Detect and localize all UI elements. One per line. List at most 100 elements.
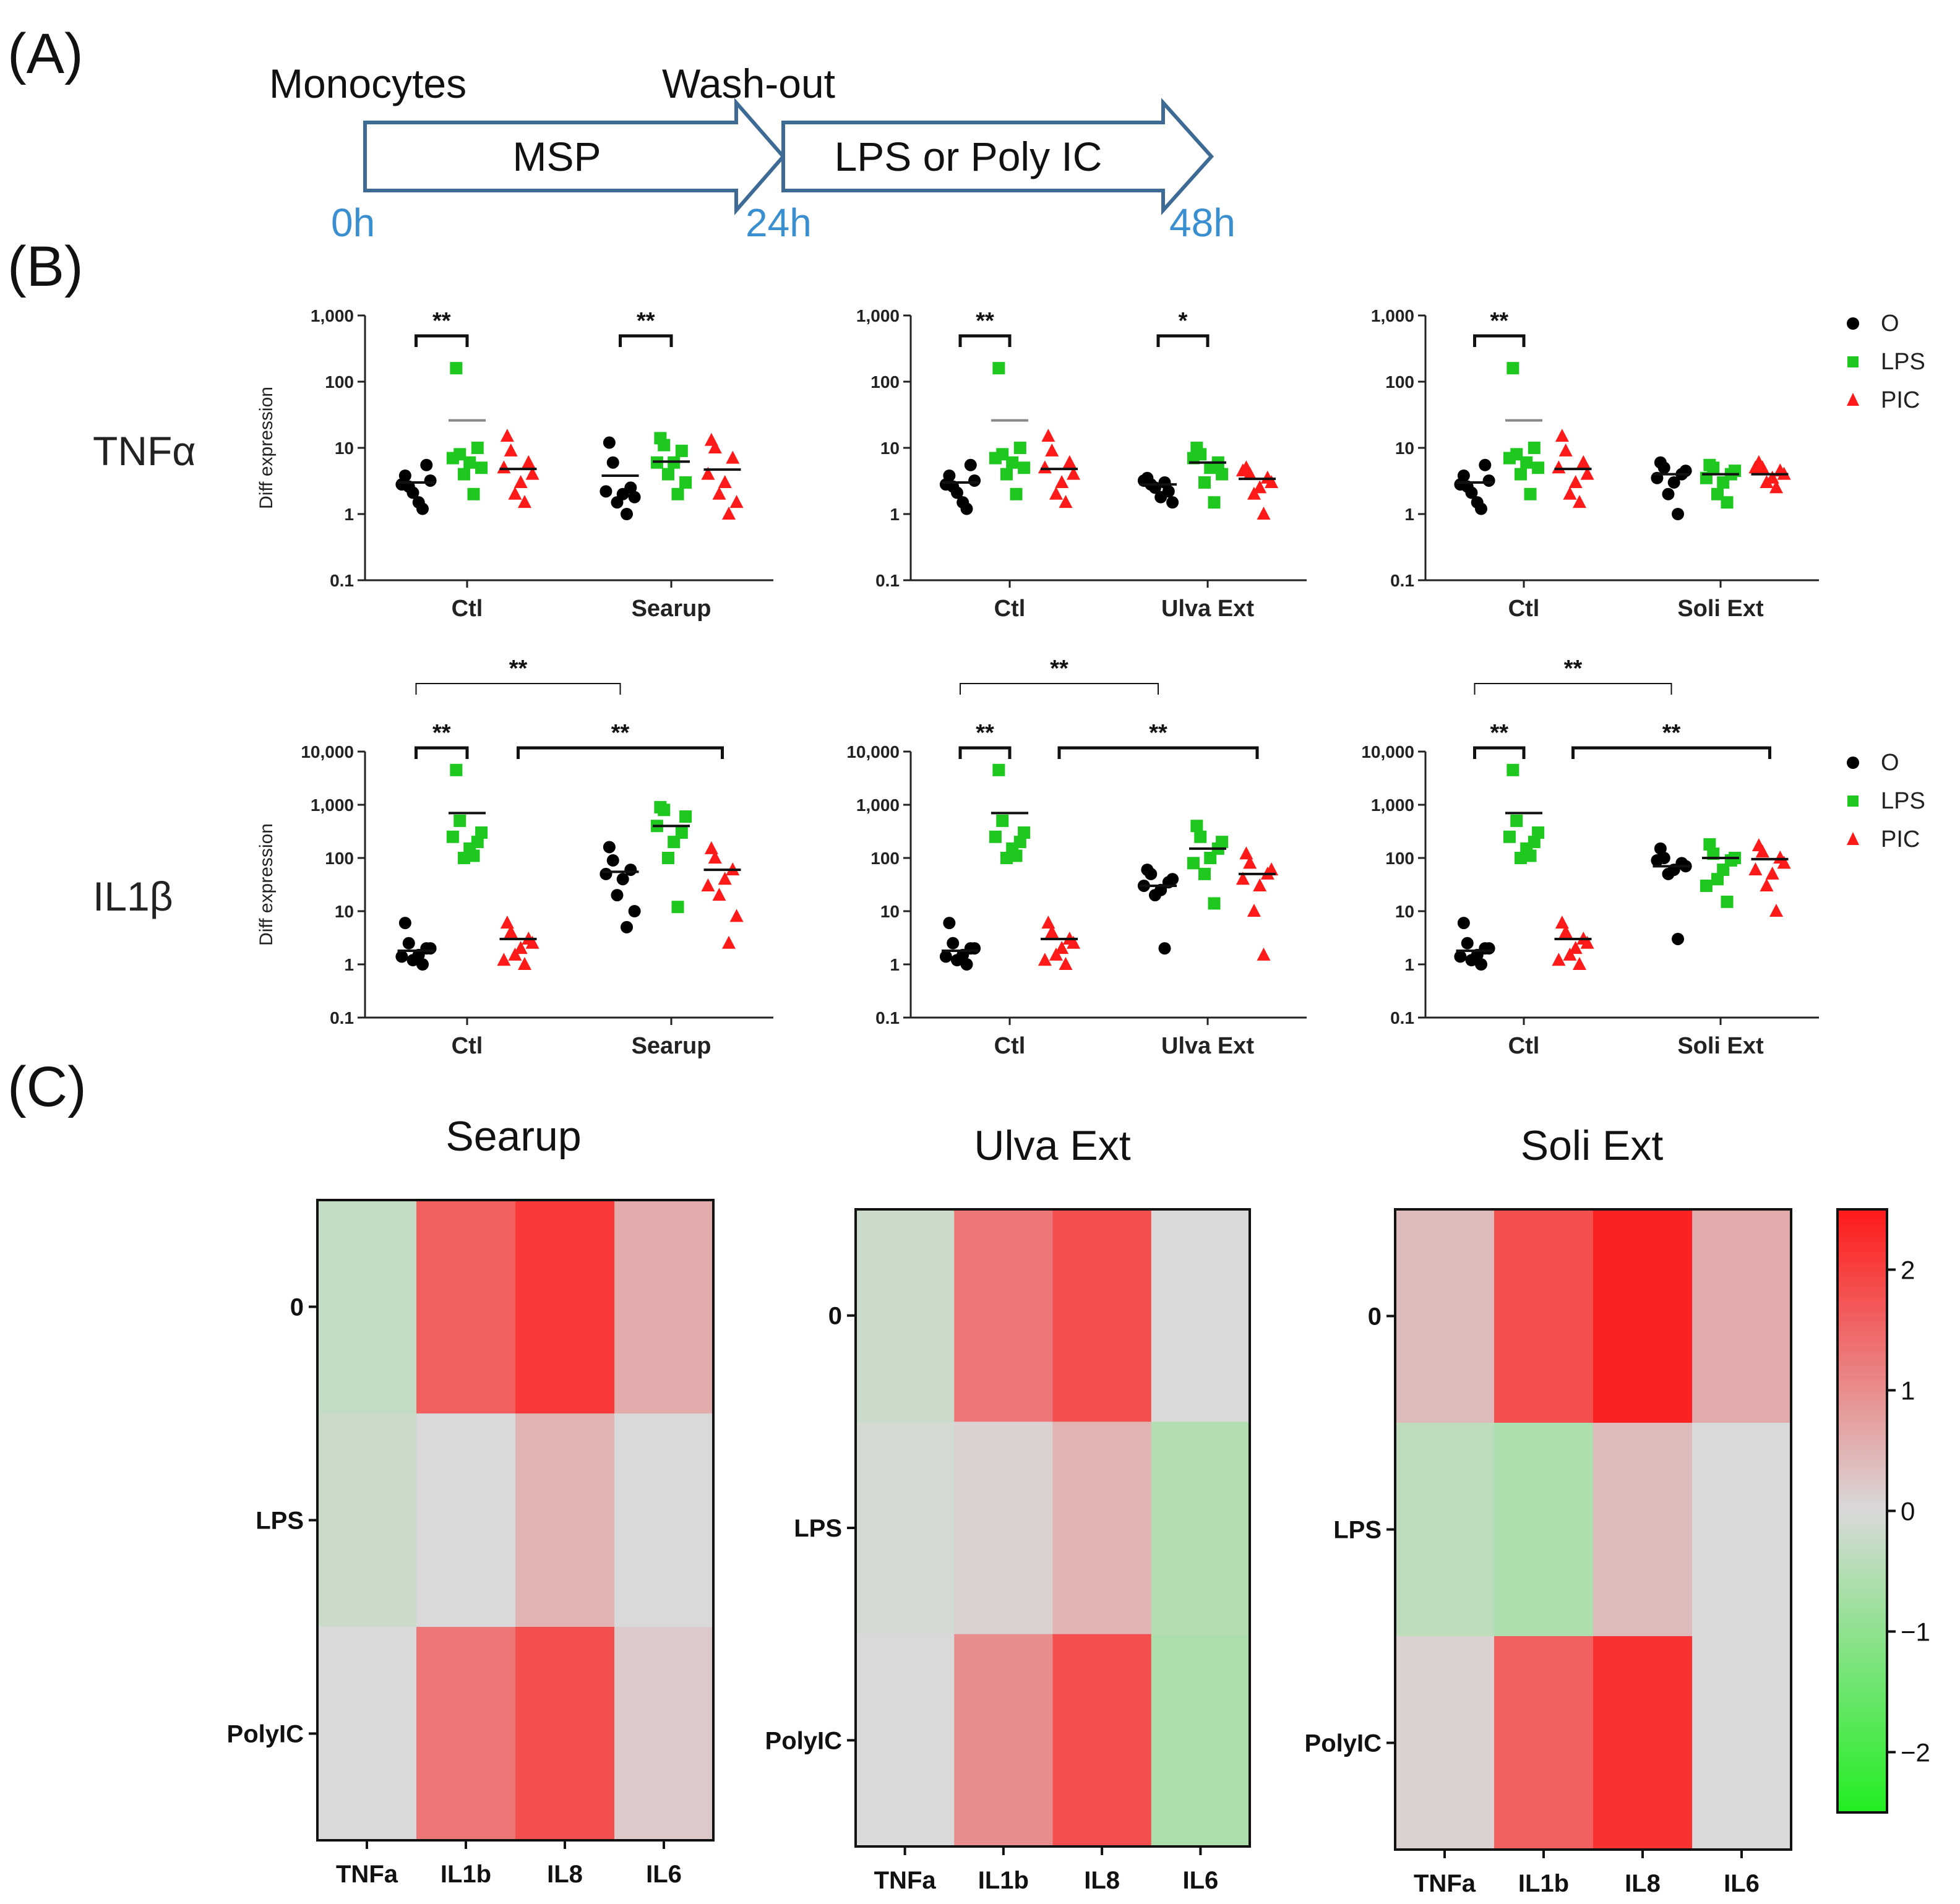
y-tick-label: 10,000 <box>301 742 354 761</box>
significance-label: ** <box>1564 656 1583 682</box>
point-o <box>402 937 415 950</box>
colorbar-tick-label: −2 <box>1901 1738 1930 1767</box>
row-label: PolyIC <box>765 1727 842 1754</box>
significance-label: ** <box>976 720 994 746</box>
point-pic <box>708 851 722 864</box>
heatmap-cell <box>1692 1423 1792 1637</box>
point-lps <box>1018 461 1031 474</box>
group-label: Ctl <box>1508 1033 1540 1059</box>
point-pic <box>1552 460 1566 474</box>
heatmap-cell <box>614 1200 714 1414</box>
point-lps <box>1216 836 1229 849</box>
y-tick-label: 10 <box>1395 439 1414 458</box>
heatmap-title: Soli Ext <box>1521 1122 1664 1169</box>
scatter-tnf-searup: 0.1 1 10 100 1,000 Ctl Searup Diff expression **… <box>256 306 773 622</box>
significance-bracket <box>1473 746 1526 759</box>
heatmap-cell <box>317 1200 417 1414</box>
point-pic <box>1265 862 1279 876</box>
group-label: Soli Ext <box>1677 596 1764 622</box>
point-pic <box>518 957 531 970</box>
point-o <box>1651 854 1664 867</box>
point-lps <box>661 468 674 481</box>
point-o <box>1148 889 1161 902</box>
point-pic <box>500 916 514 929</box>
significance-label: ** <box>432 720 451 746</box>
legend-label: O <box>1881 311 1899 337</box>
point-pic <box>1253 480 1267 494</box>
y-tick-label: 1 <box>344 955 354 974</box>
point-o <box>1662 867 1675 880</box>
y-axis-label: Diff expression <box>256 823 277 946</box>
y-tick-label: 100 <box>1385 849 1414 868</box>
point-pic <box>525 466 539 480</box>
colorbar-tick-label: 2 <box>1901 1256 1915 1285</box>
point-o <box>424 942 437 955</box>
point-lps <box>475 826 488 839</box>
point-pic <box>1563 947 1577 961</box>
legend-marker-lps <box>1847 795 1859 807</box>
point-lps <box>471 442 484 454</box>
y-tick-label: 0.1 <box>330 1008 354 1027</box>
heatmap-cell <box>856 1422 955 1635</box>
group-label: Ulva Ext <box>1161 596 1254 622</box>
row-label: 0 <box>828 1303 842 1330</box>
point-o <box>1465 954 1478 967</box>
point-pic <box>1748 460 1763 474</box>
significance-label: ** <box>1050 656 1068 682</box>
column-label: IL1b <box>441 1861 491 1888</box>
point-o <box>628 491 641 504</box>
point-lps <box>661 852 674 864</box>
point-o <box>950 954 963 967</box>
heatmap-ulva: Ulva Ext 0 LPS PolyIC TNFa IL1b IL8 IL6 <box>765 1122 1251 1894</box>
heatmap-cell <box>317 1413 417 1627</box>
point-pic <box>712 888 726 901</box>
point-lps <box>658 804 671 817</box>
point-lps <box>675 444 688 457</box>
column-label: TNFa <box>1414 1870 1476 1897</box>
point-lps <box>1707 461 1720 474</box>
point-o <box>416 502 429 515</box>
point-o <box>943 917 956 930</box>
heatmap-cell <box>1395 1209 1495 1423</box>
significance-bracket <box>1057 746 1259 759</box>
heatmap-title: Ulva Ext <box>974 1122 1130 1169</box>
row-label: PolyIC <box>227 1721 304 1748</box>
panel-label-b: (B) <box>7 235 84 298</box>
point-pic <box>1769 904 1783 917</box>
point-o <box>395 950 408 963</box>
column-label: IL8 <box>1084 1867 1120 1894</box>
y-tick-label: 0.1 <box>1390 1008 1414 1027</box>
column-label: IL6 <box>1182 1867 1218 1894</box>
point-lps <box>1528 442 1541 454</box>
significance-bracket <box>958 746 1012 759</box>
point-o <box>1672 932 1684 945</box>
point-lps <box>475 461 488 474</box>
column-label: IL8 <box>1625 1870 1661 1897</box>
significance-bracket <box>960 683 1159 695</box>
y-tick-label: 10,000 <box>846 742 900 761</box>
point-pic <box>1760 474 1774 488</box>
point-pic <box>726 450 740 464</box>
y-tick-label: 0.1 <box>1390 571 1414 590</box>
point-pic <box>1243 856 1257 869</box>
point-lps <box>1532 826 1545 839</box>
point-pic <box>1247 904 1261 917</box>
group-label: Searup <box>632 1033 711 1059</box>
point-o <box>968 474 981 487</box>
point-lps <box>1187 857 1200 870</box>
y-tick-label: 100 <box>325 849 354 868</box>
row-label: 0 <box>290 1294 304 1321</box>
y-tick-label: 10 <box>335 902 354 921</box>
legend-label: PIC <box>1881 826 1920 852</box>
point-pic <box>497 953 511 966</box>
significance-bracket <box>958 334 1012 347</box>
point-lps <box>457 468 470 481</box>
point-pic <box>1045 443 1059 457</box>
y-axis-label: Diff expression <box>256 387 277 509</box>
point-o <box>603 841 616 854</box>
colorbar-tick-label: 1 <box>1901 1376 1915 1405</box>
point-pic <box>1573 957 1586 970</box>
significance-label: ** <box>432 308 451 334</box>
significance-label: ** <box>509 656 528 682</box>
point-o <box>960 502 973 515</box>
